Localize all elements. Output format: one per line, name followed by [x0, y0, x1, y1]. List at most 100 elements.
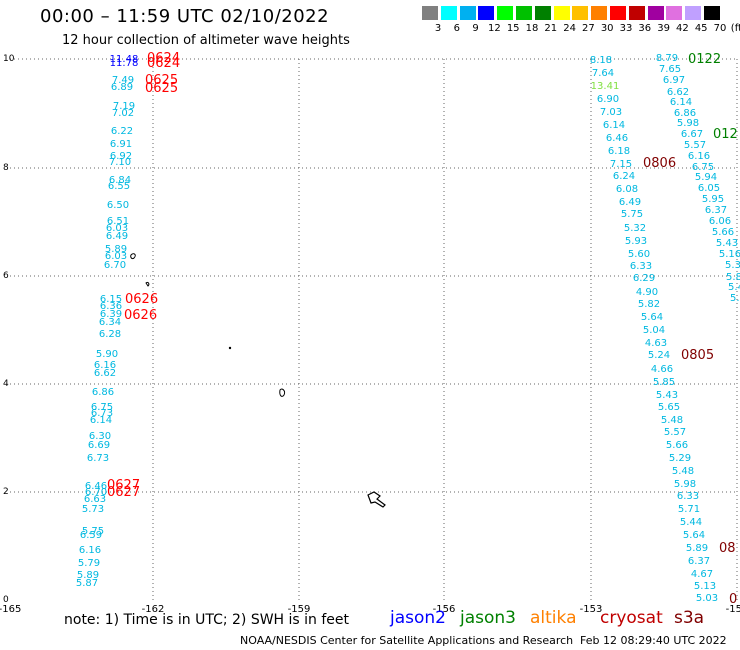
- track-value: 6.86: [674, 108, 696, 119]
- legend-swatch: [685, 6, 702, 20]
- track-value: 6.70: [104, 260, 126, 271]
- track-value: 11.48: [110, 54, 139, 65]
- chart-subtitle: 12 hour collection of altimeter wave hei…: [62, 33, 350, 48]
- track-value: 6.16: [688, 151, 710, 162]
- track-value: 6.14: [670, 97, 692, 108]
- track-value: 11.78: [110, 58, 139, 69]
- chart-title: 00:00 – 11:59 UTC 02/10/2022: [40, 6, 330, 27]
- track-value: 6.14: [603, 120, 625, 131]
- legend-swatch: [459, 6, 476, 20]
- track-value: 6.33: [677, 491, 699, 502]
- track-value: 6.34: [99, 317, 121, 328]
- legend-label: 6: [453, 23, 460, 34]
- track-value: 6.15: [100, 294, 122, 305]
- y-tick-label: 4: [3, 379, 9, 389]
- track-value: 5.75: [82, 526, 104, 537]
- x-tick-label: -165: [0, 604, 21, 615]
- track-value: 5.24: [648, 350, 670, 361]
- legend-label: 39: [657, 23, 670, 34]
- x-tick-label: -156: [433, 604, 456, 615]
- track-value: 5.44: [680, 517, 702, 528]
- track-value: 6.75: [91, 402, 113, 413]
- track-value: 5.48: [661, 415, 683, 426]
- track-value: 6.75: [692, 162, 714, 173]
- track-value: 5.66: [712, 227, 734, 238]
- track-value: 5.29: [669, 453, 691, 464]
- track-value: 6.63: [84, 494, 106, 505]
- legend-unit: (ft): [730, 23, 740, 34]
- track-value: 5.73: [82, 504, 104, 515]
- track-value: 5.48: [672, 466, 694, 477]
- track-value: 5.98: [677, 118, 699, 129]
- track-value: 8.79: [656, 53, 678, 64]
- track-value: 6.73: [91, 408, 113, 419]
- track-value: 6.73: [87, 453, 109, 464]
- track-value: 6.05: [698, 183, 720, 194]
- track-value: 13.41: [591, 81, 620, 92]
- track-value: 5.89: [686, 543, 708, 554]
- x-tick-label: -153: [580, 604, 603, 615]
- track-value: 5.57: [664, 427, 686, 438]
- legend-swatch: [647, 6, 664, 20]
- pass-time-label: 0806: [643, 156, 676, 171]
- track-value: 6.51: [107, 216, 129, 227]
- x-tick-label: -150: [726, 604, 740, 615]
- legend-label: 21: [544, 23, 558, 34]
- pass-time-label: 0626: [124, 308, 157, 323]
- satellite-jason3: jason3: [460, 608, 516, 628]
- island-shape: [130, 253, 136, 260]
- track-value: 5.71: [678, 504, 700, 515]
- pass-time-label: 08: [719, 541, 736, 556]
- legend-swatch: [666, 6, 683, 20]
- track-value: 7.49: [112, 75, 134, 86]
- legend-label: 45: [694, 23, 708, 34]
- track-value: 6.46: [85, 481, 107, 492]
- y-tick-label: 6: [3, 271, 9, 281]
- track-value: 6.70: [85, 487, 107, 498]
- pass-time-label: 0627: [107, 478, 140, 493]
- legend-label: 36: [638, 23, 652, 34]
- track-value: 6.92: [110, 151, 132, 162]
- legend-label: 12: [488, 23, 501, 34]
- track-value: 4.90: [636, 287, 658, 298]
- track-value: 7.19: [113, 101, 135, 112]
- track-value: 5.87: [76, 578, 98, 589]
- x-tick-label: -162: [142, 604, 165, 615]
- legend-swatch: [610, 6, 626, 20]
- legend-swatch: [572, 6, 589, 20]
- track-value: 6.22: [111, 126, 133, 137]
- track-value: 5.43: [716, 238, 738, 249]
- x-tick-label: -159: [288, 604, 311, 615]
- track-value: 6.46: [606, 133, 628, 144]
- legend-swatch: [534, 6, 551, 20]
- island-shape: [279, 388, 285, 397]
- track-value: 5.8: [726, 272, 740, 283]
- legend-label: 30: [600, 23, 614, 34]
- legend-label: 3: [434, 23, 442, 34]
- pass-time-label: 0625: [145, 73, 178, 88]
- footer-note: note: 1) Time is in UTC; 2) SWH is in fe…: [64, 612, 350, 628]
- track-value: 6.36: [100, 301, 122, 312]
- track-value: 6.90: [597, 94, 619, 105]
- track-value: 6.18: [608, 146, 630, 157]
- pass-time-label: 0805: [681, 348, 714, 363]
- pass-time-label: 012: [713, 127, 738, 142]
- footer-credit: NOAA/NESDIS Center for Satellite Applica…: [240, 634, 574, 647]
- track-value: 5.75: [621, 209, 643, 220]
- track-value: 5.90: [96, 349, 118, 360]
- track-value: 6.67: [681, 129, 703, 140]
- track-value: 6.49: [106, 231, 128, 242]
- legend-label: 24: [563, 23, 576, 34]
- pass-time-label: 0625: [145, 81, 178, 96]
- track-value: 7.03: [600, 107, 622, 118]
- track-value: 5.43: [656, 390, 678, 401]
- pass-time-label: 0627: [107, 485, 140, 500]
- track-value: 6.29: [633, 273, 655, 284]
- track-value: 6.03: [106, 223, 128, 234]
- track-value: 6.50: [107, 200, 129, 211]
- island-shape: [367, 491, 386, 508]
- track-value: 6.33: [630, 261, 652, 272]
- legend-swatch: [628, 6, 645, 20]
- legend-swatch: [516, 6, 532, 20]
- legend-swatch: [497, 6, 514, 20]
